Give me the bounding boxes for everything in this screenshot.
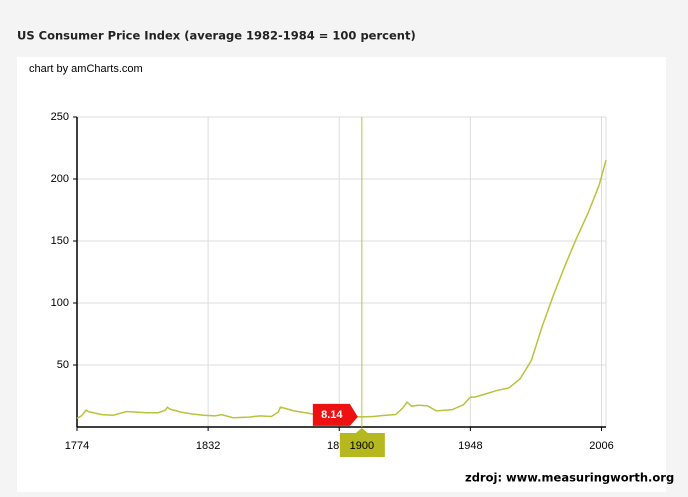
x-tick-label: 1832 <box>196 440 220 452</box>
value-balloon <box>312 403 358 426</box>
chart-title: US Consumer Price Index (average 1982-19… <box>17 29 416 43</box>
x-tick-label: 1948 <box>458 440 482 452</box>
x-balloon-label: 1900 <box>350 440 374 452</box>
y-tick-label: 50 <box>57 359 69 371</box>
y-tick-label: 200 <box>51 173 69 185</box>
credit: chart by amCharts.com <box>29 63 143 75</box>
y-tick-label: 100 <box>51 297 69 309</box>
x-tick-label: 2006 <box>589 440 613 452</box>
source: zdroj: www.measuringworth.org <box>465 471 674 485</box>
value-balloon-label: 8.14 <box>321 409 343 421</box>
x-tick-label: 1774 <box>65 440 89 452</box>
cursor: 8.14 1900 <box>312 117 385 457</box>
y-tick-label: 150 <box>51 235 69 247</box>
x-balloon <box>339 428 385 457</box>
y-tick-label: 250 <box>51 111 69 123</box>
